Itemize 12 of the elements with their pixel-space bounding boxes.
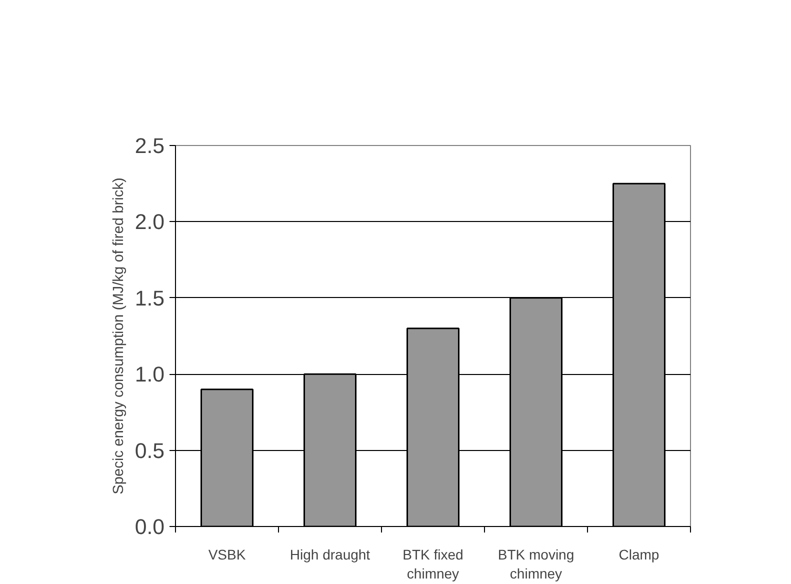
x-tick-label: BTK fixed chimney <box>402 546 464 582</box>
y-tick-label: 1.5 <box>134 286 165 310</box>
y-axis-title: Specic energy consumption (MJ/kg of fired brick) <box>110 178 127 494</box>
y-tick-label: 0.0 <box>134 515 165 539</box>
y-tick-label: 2.5 <box>134 134 165 158</box>
x-tick-label: Clamp <box>618 546 660 562</box>
x-tick-label: VSBK <box>208 546 246 562</box>
y-tick-label: 2.0 <box>134 210 165 234</box>
y-tick-label: 0.5 <box>134 438 165 463</box>
x-tick-label: High draught <box>290 546 370 562</box>
y-tick-label: 1.0 <box>134 362 165 387</box>
x-tick-label: BTK moving chimney <box>498 546 574 582</box>
